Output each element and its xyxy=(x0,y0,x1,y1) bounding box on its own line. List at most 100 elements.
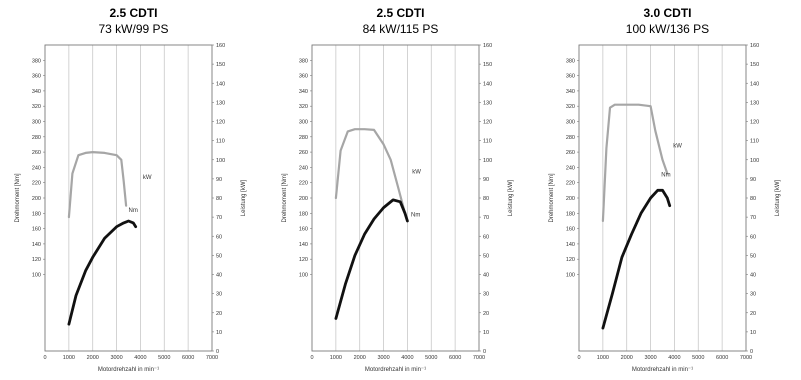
y-right-tick-label: 60 xyxy=(216,234,222,240)
x-tick-label: 4000 xyxy=(668,355,680,361)
y-right-tick-label: 50 xyxy=(483,253,489,259)
x-tick-label: 2000 xyxy=(621,355,633,361)
y-left-tick-label: 180 xyxy=(32,211,41,217)
y-right-tick-label: 90 xyxy=(750,177,756,183)
y-left-tick-label: 140 xyxy=(566,242,575,248)
y-left-tick-label: 140 xyxy=(32,242,41,248)
y-right-tick-label: 0 xyxy=(750,349,753,355)
x-tick-label: 1000 xyxy=(63,355,75,361)
x-tick-label: 2000 xyxy=(87,355,99,361)
y-left-tick-label: 160 xyxy=(32,227,41,233)
x-axis-label: Motordrehzahl in min⁻¹ xyxy=(365,367,426,373)
y-left-tick-label: 300 xyxy=(566,120,575,126)
y-right-tick-label: 70 xyxy=(216,215,222,221)
x-tick-label: 6000 xyxy=(182,355,194,361)
y-right-tick-label: 130 xyxy=(483,100,492,106)
y-left-tick-label: 120 xyxy=(299,257,308,263)
y-right-tick-label: 160 xyxy=(216,43,225,49)
y-left-tick-label: 240 xyxy=(566,165,575,171)
y-right-tick-label: 110 xyxy=(216,139,225,145)
y-left-tick-label: 380 xyxy=(32,58,41,64)
y-left-tick-label: 260 xyxy=(32,150,41,156)
y-left-tick-label: 160 xyxy=(299,227,308,233)
y-left-tick-label: 140 xyxy=(299,242,308,248)
y-left-tick-label: 360 xyxy=(566,74,575,80)
y-right-tick-label: 140 xyxy=(750,81,759,87)
y-right-axis-label: Leistung [kW] xyxy=(508,179,514,216)
series-line-nm xyxy=(601,103,669,223)
x-tick-label: 0 xyxy=(577,355,580,361)
x-tick-label: 0 xyxy=(43,355,46,361)
series-annotation-nm: Nm xyxy=(129,208,138,214)
x-tick-label: 7000 xyxy=(206,355,218,361)
y-right-tick-label: 20 xyxy=(216,311,222,317)
y-left-tick-label: 100 xyxy=(32,273,41,279)
y-left-tick-label: 320 xyxy=(566,104,575,110)
y-right-tick-label: 10 xyxy=(750,330,756,336)
y-left-axis-label: Drehmoment [Nm] xyxy=(15,173,21,222)
y-left-tick-label: 320 xyxy=(299,104,308,110)
y-right-tick-label: 50 xyxy=(216,253,222,259)
y-right-tick-label: 30 xyxy=(216,292,222,298)
y-right-tick-label: 60 xyxy=(750,234,756,240)
y-right-tick-label: 60 xyxy=(483,234,489,240)
y-left-tick-label: 380 xyxy=(299,58,308,64)
y-left-tick-label: 180 xyxy=(299,211,308,217)
x-tick-label: 1000 xyxy=(597,355,609,361)
y-left-tick-label: 340 xyxy=(566,89,575,95)
chart-subtitle: 100 kW/136 PS xyxy=(625,22,710,36)
y-right-tick-label: 50 xyxy=(750,253,756,259)
series-line-kw xyxy=(334,198,409,320)
y-left-tick-label: 340 xyxy=(32,89,41,95)
y-right-tick-label: 40 xyxy=(216,273,222,279)
y-right-tick-label: 100 xyxy=(216,158,225,164)
y-right-tick-label: 130 xyxy=(216,100,225,106)
y-right-tick-label: 0 xyxy=(216,349,219,355)
chart-title: 2.5 CDTI xyxy=(376,6,425,20)
y-right-tick-label: 70 xyxy=(483,215,489,221)
y-left-tick-label: 260 xyxy=(299,150,308,156)
chart-panel-1: 2.5 CDTI 73 kW/99 PS 100 120 140 160 180 200 2… xyxy=(0,0,267,380)
y-right-tick-label: 130 xyxy=(750,100,759,106)
x-tick-label: 6000 xyxy=(449,355,461,361)
y-right-tick-label: 100 xyxy=(750,158,759,164)
y-right-tick-label: 30 xyxy=(483,292,489,298)
y-left-tick-label: 200 xyxy=(299,196,308,202)
y-left-tick-label: 220 xyxy=(299,181,308,187)
y-right-tick-label: 110 xyxy=(483,139,492,145)
y-left-tick-label: 240 xyxy=(32,165,41,171)
y-left-tick-label: 280 xyxy=(566,135,575,141)
y-right-tick-label: 120 xyxy=(216,120,225,126)
y-right-tick-label: 10 xyxy=(216,330,222,336)
x-tick-label: 3000 xyxy=(377,355,389,361)
y-right-tick-label: 20 xyxy=(483,311,489,317)
y-left-tick-label: 300 xyxy=(299,120,308,126)
x-tick-label: 5000 xyxy=(158,355,170,361)
y-left-tick-label: 100 xyxy=(299,273,308,279)
y-left-tick-label: 320 xyxy=(32,104,41,110)
y-right-tick-label: 140 xyxy=(483,81,492,87)
y-left-tick-label: 180 xyxy=(566,211,575,217)
x-tick-label: 3000 xyxy=(644,355,656,361)
y-right-tick-label: 160 xyxy=(483,43,492,49)
chart-subtitle: 73 kW/99 PS xyxy=(98,22,169,36)
series-annotation-nm: Nm xyxy=(411,212,420,218)
x-tick-label: 0 xyxy=(310,355,313,361)
y-left-tick-label: 280 xyxy=(32,135,41,141)
y-right-tick-label: 30 xyxy=(750,292,756,298)
x-tick-label: 4000 xyxy=(134,355,146,361)
x-axis-label: Motordrehzahl in min⁻¹ xyxy=(98,367,159,373)
y-right-tick-label: 90 xyxy=(216,177,222,183)
y-left-tick-label: 200 xyxy=(566,196,575,202)
y-right-tick-label: 40 xyxy=(750,273,756,279)
y-right-axis-label: Leistung [kW] xyxy=(241,179,247,216)
y-right-tick-label: 110 xyxy=(750,139,759,145)
x-axis-label: Motordrehzahl in min⁻¹ xyxy=(632,367,693,373)
x-tick-label: 5000 xyxy=(425,355,437,361)
series-annotation-kw: kW xyxy=(412,170,421,176)
chart-title: 2.5 CDTI xyxy=(109,6,158,20)
chart-subtitle: 84 kW/115 PS xyxy=(362,22,439,36)
y-left-tick-label: 340 xyxy=(299,89,308,95)
y-right-tick-label: 40 xyxy=(483,273,489,279)
chart-plot-svg: 1001201401601802002202402602803003203403… xyxy=(549,43,781,373)
